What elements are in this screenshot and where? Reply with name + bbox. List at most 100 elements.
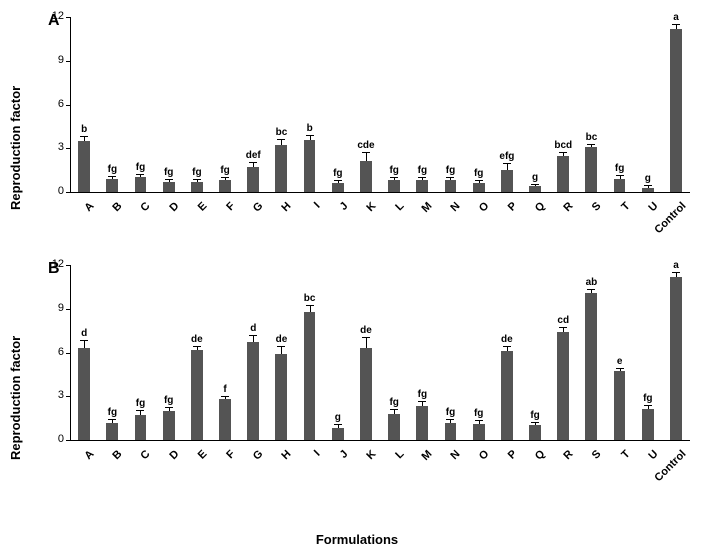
bar: e [614,371,626,440]
error-bar [338,425,339,428]
error-cap [390,409,398,410]
error-cap [672,272,680,273]
bar-rect [78,348,90,440]
bar-rect [332,428,344,440]
error-bar [648,406,649,410]
bar: cd [557,332,569,440]
error-cap [503,163,511,164]
figure: A B Reproduction factor Reproduction fac… [0,0,714,551]
bar-rect [219,180,231,192]
bar-rect [614,371,626,440]
bar-rect [135,177,147,192]
error-bar [394,178,395,180]
error-cap [362,337,370,338]
significance-label: fg [211,165,239,176]
bar: bc [585,147,597,192]
significance-label: fg [437,407,465,418]
y-tick-mark [66,396,70,397]
bar: fg [163,411,175,440]
error-cap [136,174,144,175]
significance-label: fg [98,407,126,418]
error-cap [108,419,116,420]
bar: fg [445,423,457,441]
error-bar [197,347,198,350]
y-tick-label: 6 [34,346,64,358]
plot-area: dfgfgfgdefddebcgdefgfgfgfgdefgcdabefga [70,265,690,440]
plot-area: bfgfgfgfgfgdefbcbfgcdefgfgfgfgefggbcdbcf… [70,17,690,192]
bar: fg [163,182,175,192]
error-bar [281,347,282,354]
y-tick-mark [66,148,70,149]
significance-label: g [521,172,549,183]
y-tick-label: 0 [34,433,64,445]
bar: efg [501,170,513,192]
bar: fg [529,425,541,440]
bar: b [78,141,90,192]
error-bar [450,420,451,422]
error-cap [672,24,680,25]
bar: cde [360,161,372,192]
error-bar [620,176,621,179]
significance-label: fg [634,393,662,404]
significance-label: e [606,356,634,367]
y-tick-mark [66,353,70,354]
bar-rect [191,350,203,440]
error-cap [531,184,539,185]
significance-label: fg [437,165,465,176]
bar-rect [388,414,400,440]
bar-rect [388,180,400,192]
error-bar [310,136,311,140]
error-bar [140,175,141,178]
y-axis-line [70,265,71,440]
error-cap [80,340,88,341]
bar-rect [501,170,513,192]
y-axis-label-a: Reproduction factor [8,86,23,210]
bar-rect [191,182,203,192]
significance-label: fg [606,163,634,174]
error-bar [366,153,367,161]
significance-label: de [493,334,521,345]
error-cap [277,139,285,140]
error-cap [306,135,314,136]
error-bar [563,153,564,156]
significance-label: fg [98,164,126,175]
error-bar [648,186,649,187]
bar: def [247,167,259,192]
error-cap [306,305,314,306]
significance-label: fg [183,167,211,178]
y-tick-mark [66,265,70,266]
bar: ab [585,293,597,440]
significance-label: fg [380,165,408,176]
error-bar [253,336,254,342]
significance-label: fg [465,408,493,419]
error-bar [112,420,113,423]
significance-label: fg [324,168,352,179]
error-bar [676,273,677,277]
significance-label: fg [408,165,436,176]
error-bar [620,369,621,372]
bar: fg [388,180,400,192]
significance-label: de [267,334,295,345]
y-tick-label: 3 [34,141,64,153]
bar-rect [614,179,626,192]
significance-label: fg [127,398,155,409]
error-cap [475,420,483,421]
bar: fg [388,414,400,440]
y-tick-mark [66,17,70,18]
bar-rect [106,423,118,441]
y-tick-mark [66,440,70,441]
error-cap [108,176,116,177]
bar-rect [247,342,259,440]
bar-rect [219,399,231,440]
significance-label: d [70,328,98,339]
significance-label: de [183,334,211,345]
error-bar [422,178,423,180]
bar-rect [473,424,485,440]
bar: fg [135,415,147,440]
panel-b: dfgfgfgdefddebcgdefgfgfgfgdefgcdabefga03… [60,260,690,485]
significance-label: f [211,384,239,395]
error-bar [507,164,508,170]
significance-label: fg [127,162,155,173]
error-bar [197,180,198,182]
bar-rect [557,156,569,192]
